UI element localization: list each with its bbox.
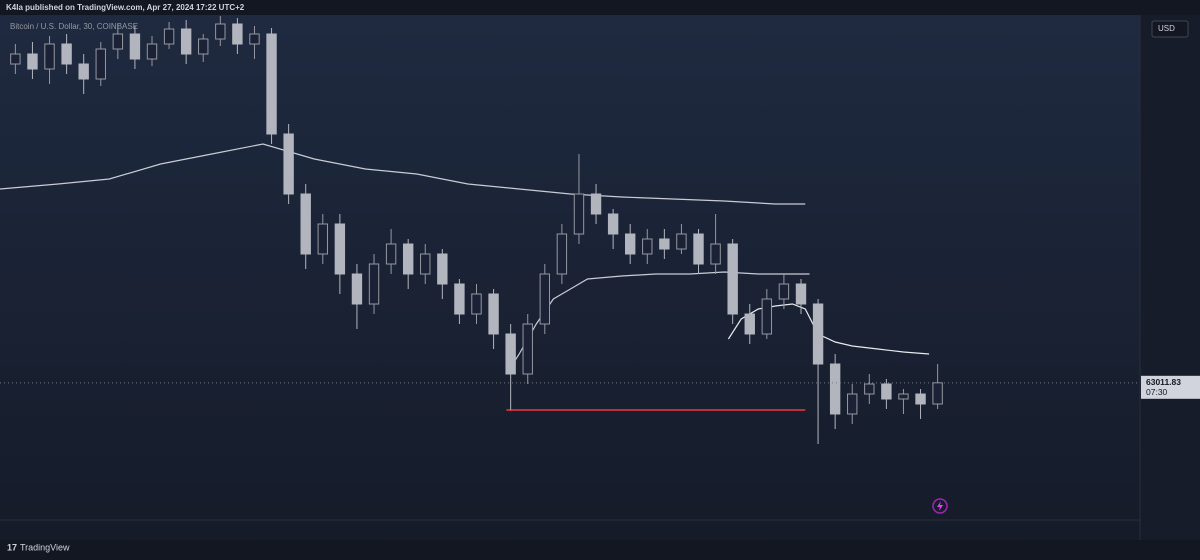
header: K4la published on TradingView.com, Apr 2…: [6, 3, 245, 12]
currency[interactable]: USD: [1158, 24, 1175, 33]
footer-bar: [0, 540, 1200, 555]
footer: TradingView: [20, 542, 70, 552]
candle-body: [556, 233, 568, 275]
candle-body: [829, 363, 841, 415]
candle-body: [795, 283, 807, 305]
candle-body: [488, 293, 499, 335]
candle-body: [915, 393, 926, 405]
candle-body: [215, 23, 226, 40]
candle-body: [471, 293, 482, 315]
candle-body: [505, 333, 516, 375]
candle-body: [61, 43, 72, 65]
candle-body: [95, 48, 106, 80]
overlay-line: [505, 271, 810, 375]
candle-body: [180, 28, 192, 55]
candle-body: [693, 233, 704, 265]
candle-body: [437, 253, 448, 285]
candle-body: [27, 53, 38, 70]
candle-body: [539, 273, 551, 325]
candle-body: [778, 283, 790, 300]
candle-body: [334, 223, 346, 275]
candle-body: [146, 43, 158, 60]
candle-body: [351, 273, 363, 305]
candle-body: [283, 133, 294, 195]
series-layer: 66200.0065800.0065600.0065400.0065200.00…: [0, 16, 1140, 444]
plot-background: [0, 15, 1140, 540]
candle-body: [163, 28, 175, 45]
price-axis: [1140, 15, 1200, 540]
alert-icon[interactable]: [937, 501, 943, 511]
candle-body: [864, 383, 875, 395]
candle-body: [78, 63, 89, 80]
candle-body: [317, 223, 328, 255]
symbol: Bitcoin / U.S. Dollar, 30, COINBASE: [10, 22, 138, 31]
candle-body: [881, 383, 892, 400]
overlay-line: [727, 303, 930, 355]
header-bar: [0, 0, 1200, 15]
candle-body: [727, 243, 738, 315]
candle-body: [607, 213, 619, 235]
candle-body: [266, 33, 277, 135]
candle-body: [522, 323, 533, 375]
candle-body: [385, 243, 397, 265]
currency-box[interactable]: [1151, 20, 1189, 38]
overlay-line: [0, 143, 806, 205]
candle-body: [198, 38, 209, 55]
candle-body: [659, 238, 670, 250]
candle-body: [847, 393, 858, 415]
candle-body: [368, 263, 380, 305]
candle-body: [300, 193, 311, 255]
candle-body: [642, 238, 653, 255]
candle-body: [590, 193, 602, 215]
footer-logo: 17: [7, 542, 17, 552]
candle-body: [898, 393, 909, 400]
countdown: 07:30: [1146, 387, 1168, 397]
candle-body: [932, 382, 943, 405]
last-price: 63011.83: [1146, 377, 1181, 387]
candle-body: [625, 233, 636, 255]
last-price-box: [1141, 375, 1200, 399]
candle-body: [112, 33, 124, 50]
candle-body: [402, 243, 414, 275]
candle-body: [710, 243, 721, 265]
candle-body: [44, 43, 55, 70]
candle-body: [232, 23, 243, 45]
alert-icon[interactable]: [932, 498, 948, 514]
candle-body: [676, 233, 687, 250]
candle-body: [761, 298, 773, 335]
candle-body: [249, 33, 260, 45]
candle-body: [129, 33, 141, 60]
candle-body: [812, 303, 824, 365]
candle-body: [420, 253, 431, 275]
candle-body: [454, 283, 465, 315]
candle-body: [744, 313, 755, 335]
candle-body: [573, 193, 585, 235]
candle-body: [10, 53, 21, 65]
